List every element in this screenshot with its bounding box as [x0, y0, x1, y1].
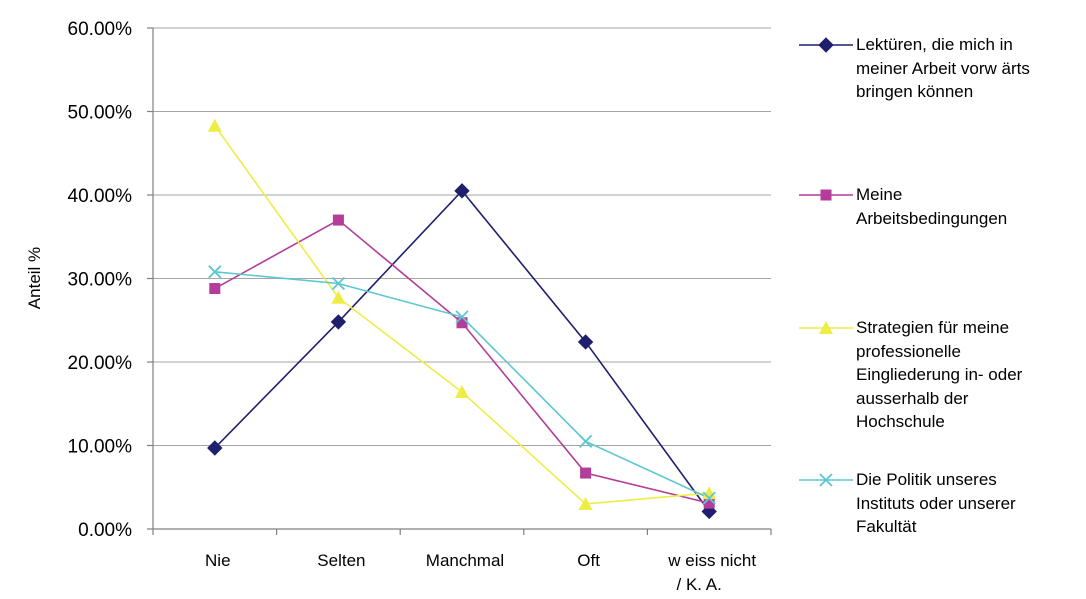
legend: Lektüren, die mich in meiner Arbeit vorw…	[856, 0, 1086, 599]
data-point-series-1	[330, 314, 347, 330]
legend-entry: Lektüren, die mich in meiner Arbeit vorw…	[856, 35, 1030, 101]
legend-entry: Strategien für meine professionelle Eing…	[856, 318, 1023, 431]
data-point-series-2	[209, 283, 221, 295]
x-tick-label: w eiss nicht / K. A.	[667, 551, 756, 594]
y-tick-labels: 0.00% 10.00% 20.00% 30.00% 40.00% 50.00% 60.00…	[68, 19, 133, 541]
legend-entry: Die Politik unseres Instituts oder unser…	[856, 470, 1016, 536]
series-line-4	[214, 271, 710, 499]
y-tick-label: 40.00%	[68, 186, 133, 207]
legend-marker	[819, 321, 833, 334]
legend-entry: Meine Arbeitsbedingungen	[856, 185, 1008, 228]
x-tick-label: Manchmal	[426, 551, 504, 570]
data-point-series-3	[331, 290, 346, 304]
x-tick-label: Nie	[205, 551, 231, 570]
y-tick-label: 0.00%	[78, 520, 132, 541]
data-point-series-3	[578, 496, 593, 510]
y-tick-label: 50.00%	[68, 103, 133, 124]
legend-marker	[818, 37, 834, 53]
data-point-series-4	[455, 310, 469, 324]
gridlines	[147, 27, 771, 530]
data-point-series-1	[207, 440, 223, 456]
axes	[152, 28, 771, 530]
data-point-series-2	[580, 467, 592, 479]
series-line-3	[214, 125, 710, 505]
x-tick-label: Oft	[577, 551, 600, 570]
y-tick-label: 60.00%	[68, 19, 133, 40]
data-point-series-3	[207, 118, 222, 132]
data-point-series-4	[331, 276, 346, 291]
data-point-series-2	[456, 317, 468, 329]
legend-marker	[819, 473, 833, 487]
legend-marks	[799, 37, 853, 487]
y-tick-label: 20.00%	[68, 353, 133, 374]
x-tick-labels: Nie Selten Manchmal Oft w eiss nicht / K. A.	[152, 529, 772, 594]
data-point-series-2	[703, 497, 715, 509]
data-point-series-3	[455, 385, 469, 399]
y-tick-label: 30.00%	[68, 270, 133, 291]
data-point-series-4	[702, 491, 716, 505]
y-tick-label: 10.00%	[68, 437, 133, 458]
data-point-series-4	[208, 265, 222, 279]
data-point-series-1	[454, 183, 470, 199]
series-group	[207, 118, 717, 520]
y-axis-label: Anteil %	[25, 247, 44, 309]
x-tick-label: Selten	[317, 551, 365, 570]
data-point-series-1	[577, 334, 594, 350]
data-point-series-4	[578, 434, 593, 448]
legend-marker	[820, 189, 832, 201]
data-point-series-2	[332, 214, 344, 226]
